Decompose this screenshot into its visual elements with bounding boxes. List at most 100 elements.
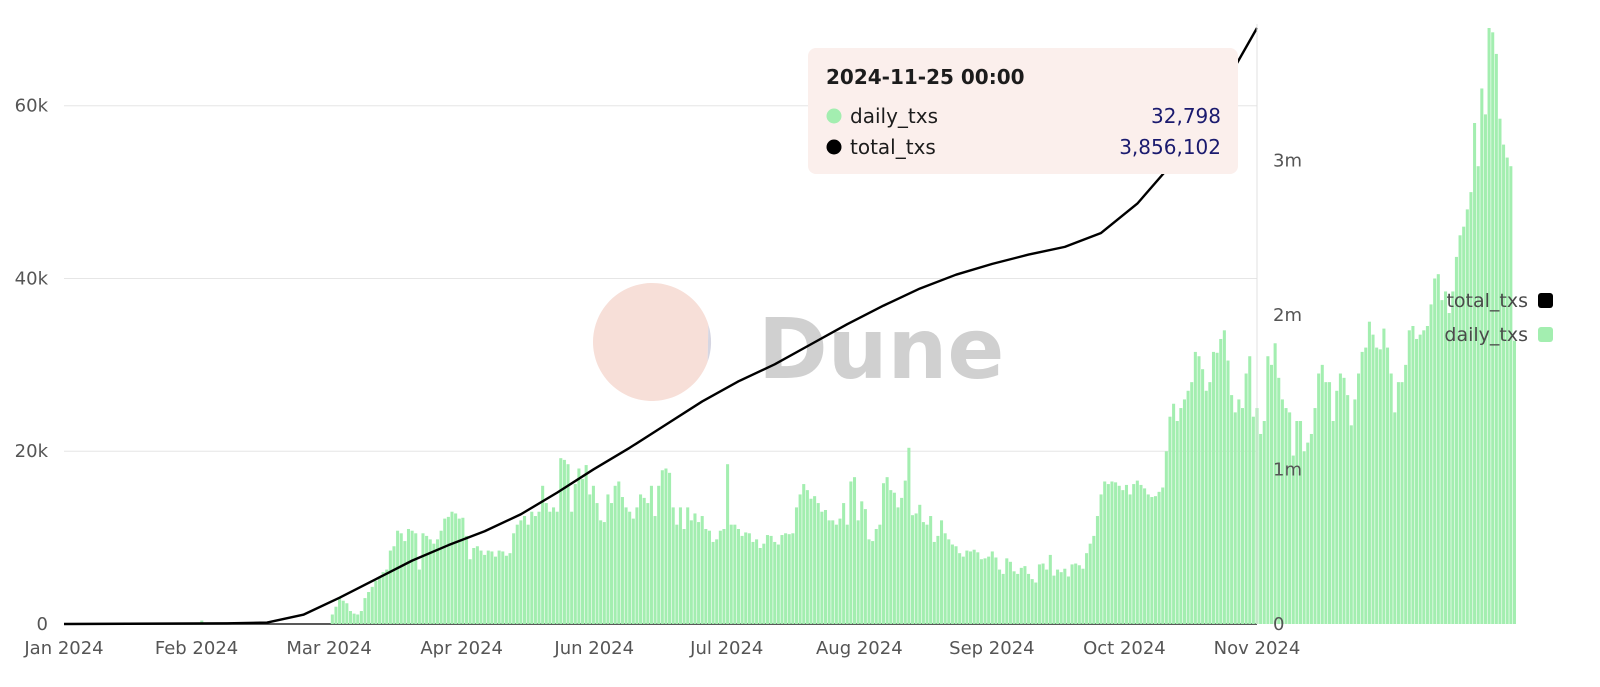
daily-txs-bar	[512, 533, 515, 624]
tooltip-value-total_txs: 3,856,102	[1119, 135, 1221, 159]
daily-txs-bar	[882, 483, 885, 624]
daily-txs-bar	[1125, 485, 1128, 624]
daily-txs-bar	[1386, 348, 1389, 624]
tooltip-value-daily_txs: 32,798	[1151, 104, 1221, 128]
daily-txs-bar	[538, 512, 541, 624]
daily-txs-bar	[345, 603, 348, 624]
daily-txs-bar	[697, 522, 700, 624]
daily-txs-bar	[1339, 374, 1342, 624]
daily-txs-bar	[1147, 494, 1150, 624]
daily-txs-bar	[1252, 417, 1255, 624]
daily-txs-bar	[378, 576, 381, 624]
tooltip-name-daily_txs: daily_txs	[850, 104, 938, 128]
daily-txs-bar	[947, 539, 950, 624]
daily-txs-bar	[479, 551, 482, 624]
daily-txs-bar	[1324, 382, 1327, 624]
daily-txs-bar	[679, 507, 682, 624]
tooltip-title: 2024-11-25 00:00	[826, 65, 1025, 89]
daily-txs-bar	[1183, 399, 1186, 624]
daily-txs-bar	[625, 507, 628, 624]
daily-txs-bar	[1401, 382, 1404, 624]
daily-txs-bar	[1303, 451, 1306, 624]
daily-txs-bar	[701, 516, 704, 624]
daily-txs-bar	[472, 548, 475, 624]
daily-txs-bar	[784, 533, 787, 624]
x-tick-label: Nov 2024	[1214, 638, 1301, 659]
daily-txs-bar	[1292, 456, 1295, 624]
daily-txs-bar	[835, 525, 838, 624]
daily-txs-bar	[1379, 349, 1382, 624]
daily-txs-bar	[421, 533, 424, 624]
daily-txs-bar	[450, 512, 453, 624]
daily-txs-bar	[1002, 574, 1005, 624]
daily-txs-bar	[759, 548, 762, 624]
daily-txs-bar	[432, 544, 435, 624]
daily-txs-bar	[900, 498, 903, 624]
daily-txs-bar	[922, 522, 925, 624]
daily-txs-bar	[1466, 209, 1469, 624]
daily-txs-bar	[1013, 571, 1016, 624]
daily-txs-bar	[1052, 576, 1055, 624]
daily-txs-bar	[828, 520, 831, 624]
daily-txs-bar	[1031, 579, 1034, 624]
daily-txs-bar	[911, 515, 914, 624]
daily-txs-bar	[1281, 399, 1284, 624]
daily-txs-bar	[1216, 353, 1219, 624]
daily-txs-bar	[708, 531, 711, 624]
daily-txs-bar	[1194, 352, 1197, 624]
daily-txs-bar	[1081, 569, 1084, 624]
daily-txs-bar	[458, 519, 461, 624]
daily-txs-bar	[461, 518, 464, 624]
daily-txs-bar	[712, 542, 715, 624]
daily-txs-bar	[650, 486, 653, 624]
daily-txs-bar	[581, 479, 584, 624]
daily-txs-bar	[791, 533, 794, 624]
daily-txs-bar	[548, 512, 551, 624]
daily-txs-bar	[1469, 192, 1472, 624]
daily-txs-bar	[809, 499, 812, 624]
daily-txs-bar	[1473, 123, 1476, 624]
daily-txs-bar	[875, 529, 878, 624]
daily-txs-bar	[951, 545, 954, 624]
daily-txs-bar	[846, 525, 849, 624]
y-right-tick-label: 0	[1273, 614, 1284, 635]
x-tick-label: Apr 2024	[420, 638, 503, 659]
daily-txs-bar	[730, 525, 733, 624]
tooltip-name-total_txs: total_txs	[850, 135, 936, 159]
daily-txs-bar	[969, 551, 972, 624]
daily-txs-bar	[755, 539, 758, 624]
daily-txs-bar	[918, 505, 921, 624]
daily-txs-bar	[1277, 378, 1280, 624]
daily-txs-bar	[1067, 576, 1070, 624]
daily-txs-bar	[1480, 88, 1483, 624]
daily-txs-bar	[1350, 425, 1353, 624]
daily-txs-bar	[654, 516, 657, 624]
daily-txs-bar	[813, 496, 816, 624]
daily-txs-bar	[382, 572, 385, 624]
x-tick-label: Jun 2024	[553, 638, 634, 659]
daily-txs-bar	[643, 498, 646, 624]
daily-txs-bar	[842, 503, 845, 624]
daily-txs-bar	[367, 592, 370, 624]
daily-txs-bar	[878, 525, 881, 624]
daily-txs-bar	[994, 557, 997, 624]
daily-txs-bar	[1393, 412, 1396, 624]
daily-txs-bar	[1509, 166, 1512, 624]
x-tick-label: Oct 2024	[1083, 638, 1166, 659]
daily-txs-bar	[998, 570, 1001, 624]
daily-txs-bar	[541, 486, 544, 624]
daily-txs-bar	[1328, 382, 1331, 624]
daily-txs-bar	[1071, 564, 1074, 624]
daily-txs-bar	[617, 481, 620, 624]
daily-txs-bar	[1353, 399, 1356, 624]
daily-txs-bar	[962, 557, 965, 624]
daily-txs-bar	[1306, 443, 1309, 624]
daily-txs-bar	[987, 557, 990, 624]
daily-txs-bar	[1009, 562, 1012, 624]
daily-txs-bar	[1382, 329, 1385, 624]
daily-txs-bar	[1114, 482, 1117, 624]
daily-txs-bar	[396, 531, 399, 624]
daily-txs-bar	[973, 550, 976, 624]
daily-txs-bar	[867, 539, 870, 624]
